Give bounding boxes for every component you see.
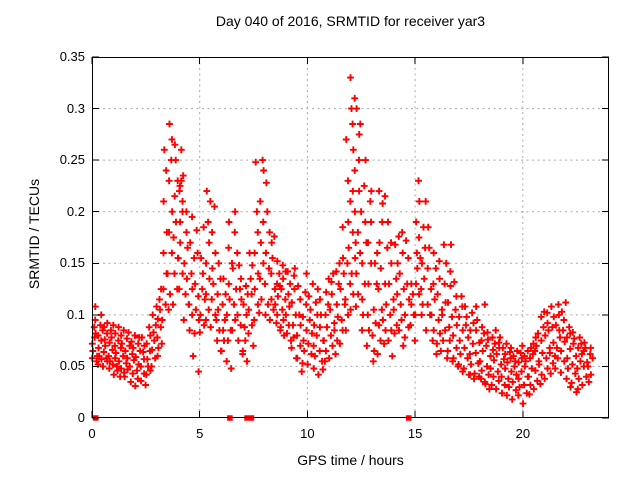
x-axis-label: GPS time / hours: [297, 452, 404, 468]
y-tick-label: 0.25: [59, 152, 85, 168]
x-tick-label: 5: [196, 426, 204, 441]
x-tick-label: 20: [515, 426, 531, 441]
y-tick-label: 0: [77, 410, 85, 425]
y-tick-label: 0.05: [59, 358, 85, 374]
y-tick-label: 0.15: [59, 255, 85, 271]
y-tick-label: 0.2: [66, 203, 85, 219]
plot-area: [88, 56, 609, 421]
plot-frame: [92, 57, 609, 418]
y-tick-label: 0.3: [66, 100, 85, 116]
x-tick-label: 10: [300, 426, 315, 441]
x-tick-label: 0: [88, 426, 96, 441]
y-tick-label: 0.1: [66, 306, 85, 322]
x-tick-label: 15: [407, 426, 423, 441]
scatter-points: [88, 74, 596, 407]
grid-lines: [92, 57, 609, 418]
y-tick-label: 0.35: [59, 49, 85, 64]
chart-title: Day 040 of 2016, SRMTID for receiver yar…: [215, 13, 486, 29]
tick-marks: [91, 56, 609, 419]
